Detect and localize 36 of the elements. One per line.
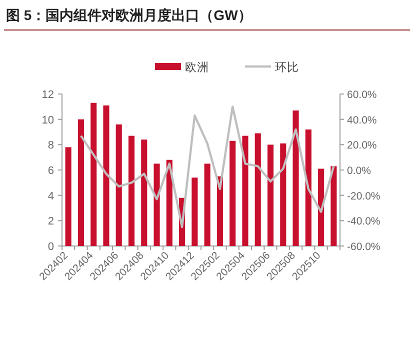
y-tick-label: 10 [42,114,54,126]
chart-title: 图 5：国内组件对欧洲月度出口（GW） [6,7,252,23]
bar [65,147,72,246]
y2-tick-label: -20.0% [347,190,380,202]
y2-tick-label: -40.0% [347,216,380,228]
bar [242,136,248,246]
bar [305,129,312,246]
bar [154,164,160,246]
legend-label: 环比 [275,61,299,74]
y2-tick-label: 20.0% [347,140,377,152]
bar [78,119,84,246]
y-tick-label: 12 [42,89,54,101]
y-tick-label: 0 [48,241,54,253]
y2-tick-label: -60.0% [347,241,380,253]
bar [230,140,236,246]
y-tick-label: 4 [48,190,54,202]
legend-label: 欧洲 [185,61,209,74]
y-tick-label: 2 [48,216,54,228]
bar [292,110,299,246]
bar [192,178,198,246]
y2-tick-label: 0.0% [347,165,371,177]
y-tick-label: 6 [48,165,54,177]
y-tick-label: 8 [48,140,54,152]
bar [330,166,337,246]
bar [90,102,97,246]
bar [128,136,135,246]
bar [204,164,210,246]
bar [280,143,286,246]
bar [318,168,324,246]
bar [254,133,261,246]
bar [116,124,122,246]
y2-tick-label: 40.0% [347,114,377,126]
y2-tick-label: 60.0% [347,89,377,101]
bar [103,105,110,246]
bar [141,140,148,246]
bar [267,144,274,246]
